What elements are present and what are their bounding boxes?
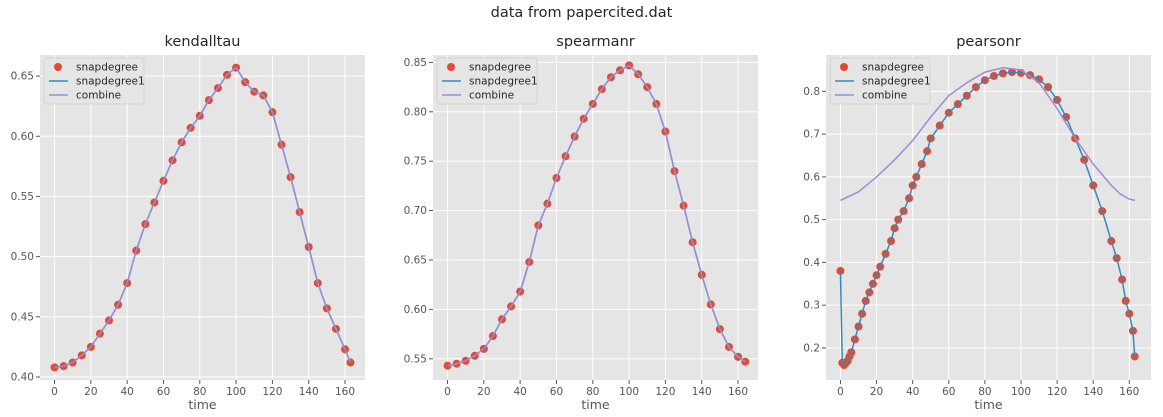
y-tick-label: 0.55	[11, 191, 34, 203]
legend-label: combine	[469, 90, 514, 102]
legend-label: snapdegree1	[469, 76, 538, 88]
x-tick-label: 20	[477, 386, 490, 398]
x-tick-label: 120	[262, 386, 282, 398]
legend-label: snapdegree1	[862, 76, 931, 88]
y-tick-label: 0.50	[11, 251, 34, 263]
y-tick-label: 0.55	[404, 353, 427, 365]
y-tick-label: 0.40	[11, 371, 34, 383]
y-tick-label: 0.4	[803, 257, 820, 269]
combine-line	[447, 64, 746, 367]
plot-layer	[443, 61, 750, 370]
plot-area	[40, 55, 365, 380]
x-tick-label: 140	[299, 386, 319, 398]
x-tick-label: 160	[1119, 386, 1139, 398]
x-axis-label: time	[581, 397, 610, 412]
plot-area	[826, 55, 1151, 380]
y-tick-label: 0.8	[803, 86, 820, 98]
y-tick-label: 0.5	[803, 214, 820, 226]
x-tick-label: 60	[942, 386, 955, 398]
x-tick-label: 60	[550, 386, 563, 398]
y-tick-label: 0.3	[803, 300, 820, 312]
legend-box	[436, 57, 538, 105]
x-tick-label: 0	[444, 386, 451, 398]
combine-line	[54, 66, 352, 369]
legend-marker-snapdegree	[840, 63, 848, 71]
x-tick-label: 0	[51, 386, 58, 398]
x-tick-label: 100	[1011, 386, 1031, 398]
x-tick-label: 160	[728, 386, 748, 398]
legend-label: snapdegree	[862, 62, 924, 74]
legend-label: snapdegree	[469, 62, 531, 74]
x-tick-label: 120	[1047, 386, 1067, 398]
legend-label: snapdegree1	[76, 76, 145, 88]
x-tick-label: 80	[586, 386, 599, 398]
y-tick-label: 0.75	[404, 156, 427, 168]
x-tick-label: 20	[84, 386, 97, 398]
y-tick-label: 0.70	[404, 205, 427, 217]
chart-panel-pearsonr: 0 20 40 60 80 100 120 140 160 0.2 0.3 0.4 0.5 0.6 0.7 0…	[803, 34, 1151, 412]
snapdegree-point	[836, 266, 845, 275]
plot-area	[433, 55, 758, 380]
axes-title: spearmanr	[556, 34, 634, 50]
x-tick-label: 100	[619, 386, 639, 398]
x-tick-label: 80	[193, 386, 206, 398]
legend: snapdegree snapdegree1 combine	[43, 57, 145, 105]
x-tick-label: 120	[655, 386, 675, 398]
legend-box	[829, 57, 931, 105]
x-tick-label: 40	[120, 386, 133, 398]
axes-title: pearsonr	[956, 34, 1021, 50]
y-tick-label: 0.80	[404, 106, 427, 118]
y-tick-label: 0.60	[11, 131, 34, 143]
x-axis-label: time	[974, 397, 1003, 412]
y-tick-label: 0.7	[803, 129, 820, 141]
x-tick-label: 40	[906, 386, 919, 398]
x-tick-label: 0	[837, 386, 844, 398]
legend-marker-snapdegree	[447, 63, 455, 71]
legend-marker-snapdegree	[54, 63, 62, 71]
plot-layer	[836, 67, 1139, 370]
x-tick-label: 100	[226, 386, 246, 398]
legend-box	[43, 57, 145, 105]
snapdegree-point	[346, 358, 355, 367]
x-tick-label: 20	[870, 386, 883, 398]
y-tick-label: 0.60	[404, 304, 427, 316]
x-axis-label: time	[188, 397, 217, 412]
x-tick-label: 40	[513, 386, 526, 398]
x-tick-label: 60	[157, 386, 170, 398]
legend: snapdegree snapdegree1 combine	[829, 57, 931, 105]
y-tick-label: 0.85	[404, 57, 427, 69]
x-tick-label: 80	[978, 386, 991, 398]
x-tick-label: 140	[692, 386, 712, 398]
figure-title: data from papercited.dat	[490, 5, 673, 21]
legend-label: combine	[76, 90, 121, 102]
legend-label: snapdegree	[76, 62, 138, 74]
y-tick-label: 0.6	[803, 171, 820, 183]
axes-title: kendalltau	[165, 34, 241, 50]
y-tick-label: 0.65	[11, 71, 34, 83]
y-tick-label: 0.45	[11, 311, 34, 323]
y-tick-label: 0.65	[404, 254, 427, 266]
legend-label: combine	[862, 90, 907, 102]
combine-line	[840, 67, 1135, 202]
plot-layer	[50, 63, 355, 372]
chart-panel-kendalltau: 0 20 40 60 80 100 120 140 160 0.40 0.45 0.50 0.55 0.6…	[11, 34, 365, 412]
chart-panel-spearmanr: 0 20 40 60 80 100 120 140 160 0.55 0.60 0.65 0.70 0.7…	[404, 34, 758, 412]
x-tick-label: 160	[335, 386, 355, 398]
legend: snapdegree snapdegree1 combine	[436, 57, 538, 105]
y-tick-label: 0.2	[803, 342, 820, 354]
snapdegree1-line	[839, 71, 1136, 367]
x-tick-label: 140	[1083, 386, 1103, 398]
